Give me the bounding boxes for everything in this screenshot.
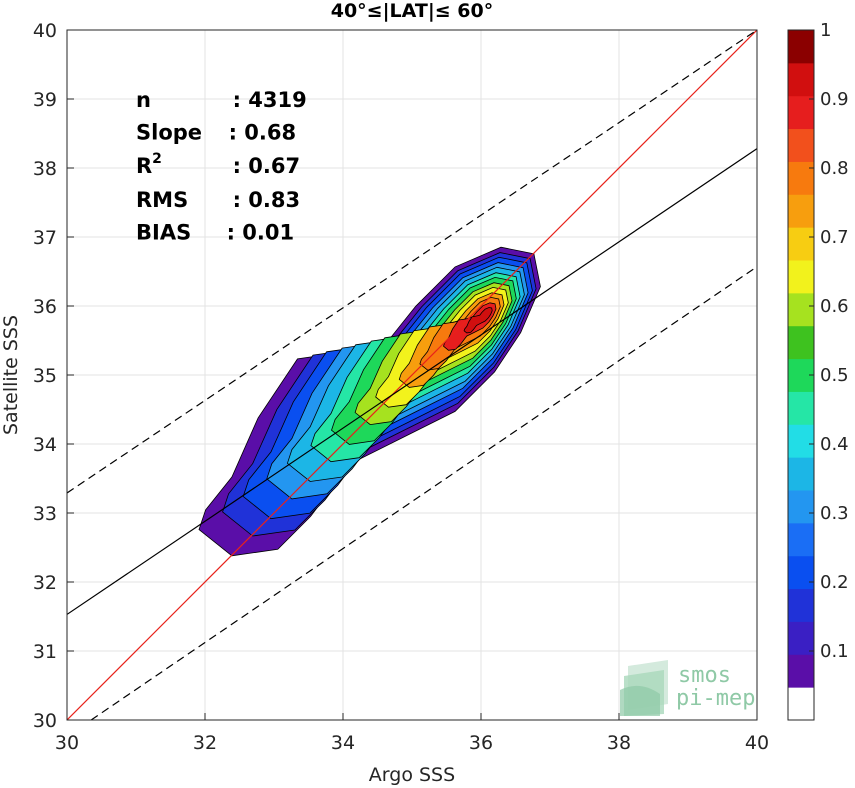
colorbar-segment bbox=[788, 424, 814, 458]
line-lower-bound bbox=[90, 266, 757, 720]
colorbar-tick-label: 0.6 bbox=[820, 296, 849, 317]
colorbar-tick-label: 0.7 bbox=[820, 227, 849, 248]
density-contours bbox=[198, 246, 541, 557]
x-tick-label: 36 bbox=[469, 732, 493, 754]
stat-label: RMS bbox=[136, 188, 188, 212]
smos-pimep-logo: smos pi-mep bbox=[620, 660, 755, 716]
y-tick-label: 30 bbox=[33, 710, 57, 732]
y-tick-label: 40 bbox=[33, 20, 57, 42]
colorbar bbox=[788, 30, 814, 721]
y-tick-label: 36 bbox=[33, 296, 57, 318]
line-one-to-one bbox=[67, 30, 757, 720]
y-tick-label: 38 bbox=[33, 158, 57, 180]
y-tick-label: 31 bbox=[33, 641, 57, 663]
colorbar-segment bbox=[788, 128, 814, 162]
colorbar-tick-label: 0.1 bbox=[820, 641, 849, 662]
density-contour-level bbox=[463, 307, 493, 334]
stat-value: : 0.68 bbox=[229, 120, 297, 144]
colorbar-ticks: 0.1 0.2 0.3 0.4 0.5 0.6 0.7 0.8 0.9 1 bbox=[809, 20, 849, 662]
colorbar-segment bbox=[788, 62, 814, 97]
x-tick-label: 38 bbox=[607, 732, 631, 754]
colorbar-segment bbox=[788, 522, 814, 557]
stat-label: Slope bbox=[136, 120, 202, 144]
x-tick-label: 34 bbox=[331, 732, 355, 754]
colorbar-tick-label: 0.4 bbox=[820, 434, 849, 455]
colorbar-segment bbox=[788, 391, 814, 425]
colorbar-segment bbox=[788, 292, 814, 327]
colorbar-segment bbox=[788, 621, 814, 655]
y-tick-label: 34 bbox=[33, 434, 57, 456]
y-tick-label: 35 bbox=[33, 365, 57, 387]
chart-title: 40°≤|LAT|≤ 60° bbox=[331, 0, 494, 22]
colorbar-segment bbox=[788, 260, 814, 294]
stats-box: n : 4319 Slope : 0.68 R2 : 0.67 RMS : 0.83 BIAS:… bbox=[136, 88, 307, 244]
y-axis-label: Satellite SSS bbox=[0, 315, 22, 435]
colorbar-segment bbox=[788, 457, 814, 491]
colorbar-tick-label: 0.2 bbox=[820, 572, 849, 593]
x-ticks: 30 32 34 36 38 40 bbox=[55, 713, 769, 754]
y-ticks: 30 31 32 33 34 35 36 37 38 39 40 bbox=[33, 20, 74, 732]
x-tick-label: 32 bbox=[193, 732, 217, 754]
colorbar-segment bbox=[788, 555, 814, 590]
logo-text-line2: pi-mep bbox=[676, 686, 755, 711]
colorbar-tick-label: 1 bbox=[820, 20, 831, 41]
colorbar-segment bbox=[788, 161, 814, 195]
colorbar-tick-label: 0.9 bbox=[820, 89, 849, 110]
x-tick-label: 30 bbox=[55, 732, 79, 754]
stat-value: : 0.01 bbox=[227, 220, 295, 244]
x-tick-label: 40 bbox=[745, 732, 769, 754]
y-tick-label: 32 bbox=[33, 572, 57, 594]
stat-label: n bbox=[136, 88, 151, 112]
stat-value: : 4319 bbox=[233, 88, 307, 112]
y-tick-label: 37 bbox=[33, 227, 57, 249]
stat-label: BIAS bbox=[136, 220, 191, 244]
y-tick-label: 39 bbox=[33, 89, 57, 111]
colorbar-segment bbox=[788, 194, 814, 228]
colorbar-segment bbox=[788, 654, 814, 688]
colorbar-segment bbox=[788, 687, 814, 721]
colorbar-segment bbox=[788, 227, 814, 261]
stat-value: : 0.83 bbox=[233, 188, 301, 212]
colorbar-tick-label: 0.8 bbox=[820, 158, 849, 179]
line-fit bbox=[67, 148, 757, 615]
colorbar-segment bbox=[788, 325, 814, 360]
colorbar-segment bbox=[788, 30, 814, 64]
colorbar-tick-label: 0.5 bbox=[820, 365, 849, 386]
colorbar-tick-label: 0.3 bbox=[820, 503, 849, 524]
y-tick-label: 33 bbox=[33, 503, 57, 525]
reference-lines bbox=[67, 30, 757, 720]
x-axis-label: Argo SSS bbox=[369, 764, 455, 786]
stat-label: R2 bbox=[136, 151, 162, 178]
colorbar-segment bbox=[788, 588, 814, 622]
stat-sup: 2 bbox=[152, 151, 162, 167]
colorbar-segment bbox=[788, 95, 814, 130]
logo-text-line1: smos bbox=[678, 663, 731, 688]
line-upper-bound bbox=[67, 30, 757, 494]
stat-value: : 0.67 bbox=[233, 154, 301, 178]
colorbar-segment bbox=[788, 490, 814, 524]
